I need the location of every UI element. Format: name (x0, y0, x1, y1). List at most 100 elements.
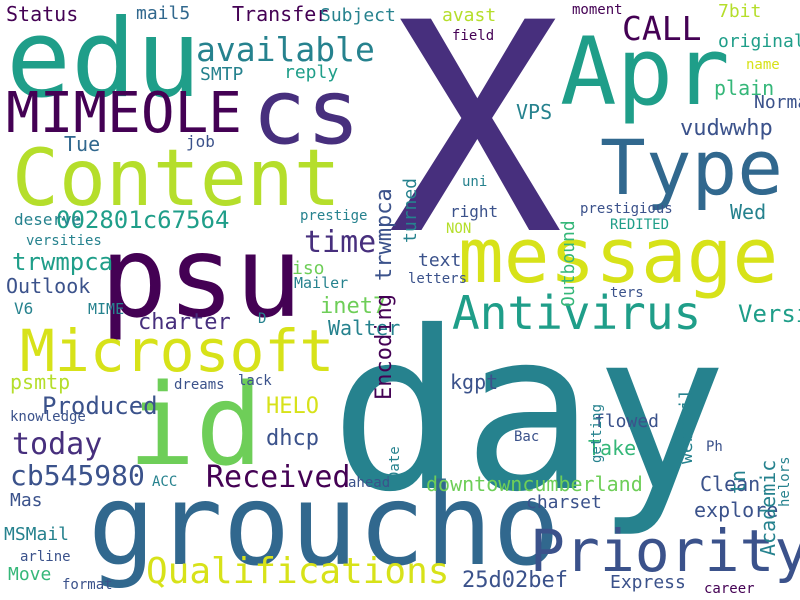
word-job: name (746, 57, 780, 73)
word-7bit: avast (442, 5, 497, 26)
word-dhcp: HELO (266, 394, 319, 419)
word-antivirus: Antivirus (452, 286, 702, 340)
word-arline: MSMail (4, 524, 70, 545)
word-field: moment (572, 2, 623, 18)
word-letters: NON (446, 221, 472, 237)
word-25d02bef: 25d02bef (462, 568, 568, 593)
word-iso: text (418, 250, 462, 271)
word-mail5: Transfer (232, 2, 329, 26)
word-psmtp: Produced (42, 392, 158, 420)
word-non: uni (462, 174, 488, 190)
word-cb545980: cb545980 (10, 459, 145, 492)
word-flowed: kgpt (450, 370, 499, 394)
word-trwmpca: trwmpca (372, 188, 397, 281)
word-mime: V6 (14, 299, 34, 318)
word-moment: original (718, 31, 800, 52)
word-explore: Clean (700, 472, 761, 496)
word-normal: plain (714, 76, 775, 100)
word-id: id (128, 361, 263, 491)
word-versities: prestige (300, 208, 368, 224)
word-clean: Take (588, 436, 637, 460)
word-original: 7bit (718, 1, 762, 22)
word-ahead: ACC (152, 474, 178, 490)
word-today: today (12, 427, 103, 462)
word-move: arline (20, 549, 71, 565)
word-plain: Wed (730, 200, 767, 224)
word-day: day (330, 284, 728, 540)
word-edu: edu (6, 0, 202, 122)
word-encoding: Outbound (558, 220, 579, 307)
word-wed: Version (738, 300, 800, 328)
word-msmail: Mas (10, 490, 43, 511)
word-experience: helors (777, 456, 793, 507)
word-type: Type (600, 123, 784, 212)
word-lack: dreams (174, 377, 225, 393)
word-transfer: Tue (64, 132, 101, 156)
word-webmail: Academic (756, 459, 780, 556)
word-inet7: trwmpca (12, 248, 114, 276)
word-cs: cs (252, 60, 361, 165)
word-outlook: Walter (328, 316, 401, 340)
word-getting: Date (387, 446, 403, 480)
word-status: Subject (320, 5, 396, 26)
word-subject: mail5 (136, 3, 191, 24)
word-helors: getting (589, 403, 605, 463)
word-prestige: Mailer (294, 274, 349, 292)
word-text: right (450, 202, 499, 221)
word-turned: career (704, 581, 755, 597)
word-mas: ahead (348, 475, 391, 491)
word-produced: Outlook (6, 274, 91, 298)
word-outbound: turned (400, 177, 421, 243)
word-deserve: versities (26, 233, 102, 249)
word-knowledge: lack (238, 373, 272, 389)
word-time: time (304, 225, 377, 260)
word-downtowncumberland: downtowncumberland (426, 472, 643, 496)
word-ters: letters (408, 271, 468, 287)
word-d: MIME (88, 300, 125, 318)
word-v6: deserve (14, 210, 82, 229)
word-career: format (62, 577, 113, 593)
word-qualifications: Qualifications (146, 551, 450, 592)
word-groucho: groucho (88, 461, 561, 591)
word-smtp: Status (6, 2, 79, 26)
word-express: charset (526, 492, 602, 513)
word-vps: Normal (754, 92, 800, 113)
word-uni: D (258, 311, 267, 327)
word-redited: ters (610, 285, 644, 301)
word-reply: SMTP (200, 64, 244, 85)
word-prestigious: REDITED (610, 217, 670, 233)
word-call: CALL (622, 9, 702, 48)
word-tue: VPS (516, 100, 553, 124)
word-apr: Apr (560, 18, 730, 127)
word-kgpt: dhcp (266, 426, 319, 451)
word-002801c67564: 002801c67564 (56, 206, 230, 234)
word-right: job (186, 132, 215, 151)
word-avast: reply (284, 62, 339, 83)
word-bac: knowledge (10, 409, 86, 425)
word-ph: Bac (514, 429, 540, 445)
word-content: Content (12, 134, 341, 224)
word-mailer: iso (292, 258, 325, 279)
word-academic: tn (726, 469, 750, 494)
word-dreams: prestigious (580, 201, 673, 217)
word-microsoft: Microsoft (20, 317, 335, 385)
word-charset: explore (694, 498, 779, 522)
word-received: Received (206, 460, 351, 495)
word-version: Express (610, 572, 686, 593)
word-priority: Priority (530, 517, 800, 585)
word-message: message (458, 211, 779, 300)
word-walter: inet7 (320, 294, 387, 319)
word-psu: psu (100, 213, 303, 343)
word-charter: charter (138, 310, 231, 335)
word-mimeole: MIMEOLE (6, 81, 243, 146)
word-available: available (196, 30, 375, 69)
word-helo: psmtp (10, 370, 71, 394)
word-tn: Encoding (372, 294, 397, 400)
word-vudwwhp: vudwwhp (680, 116, 773, 141)
word-take: flowed (594, 411, 660, 432)
word-name: field (452, 28, 495, 44)
word-acc: Ph (706, 439, 723, 455)
word-format: Move (8, 564, 52, 585)
word-x: X (388, 0, 563, 299)
